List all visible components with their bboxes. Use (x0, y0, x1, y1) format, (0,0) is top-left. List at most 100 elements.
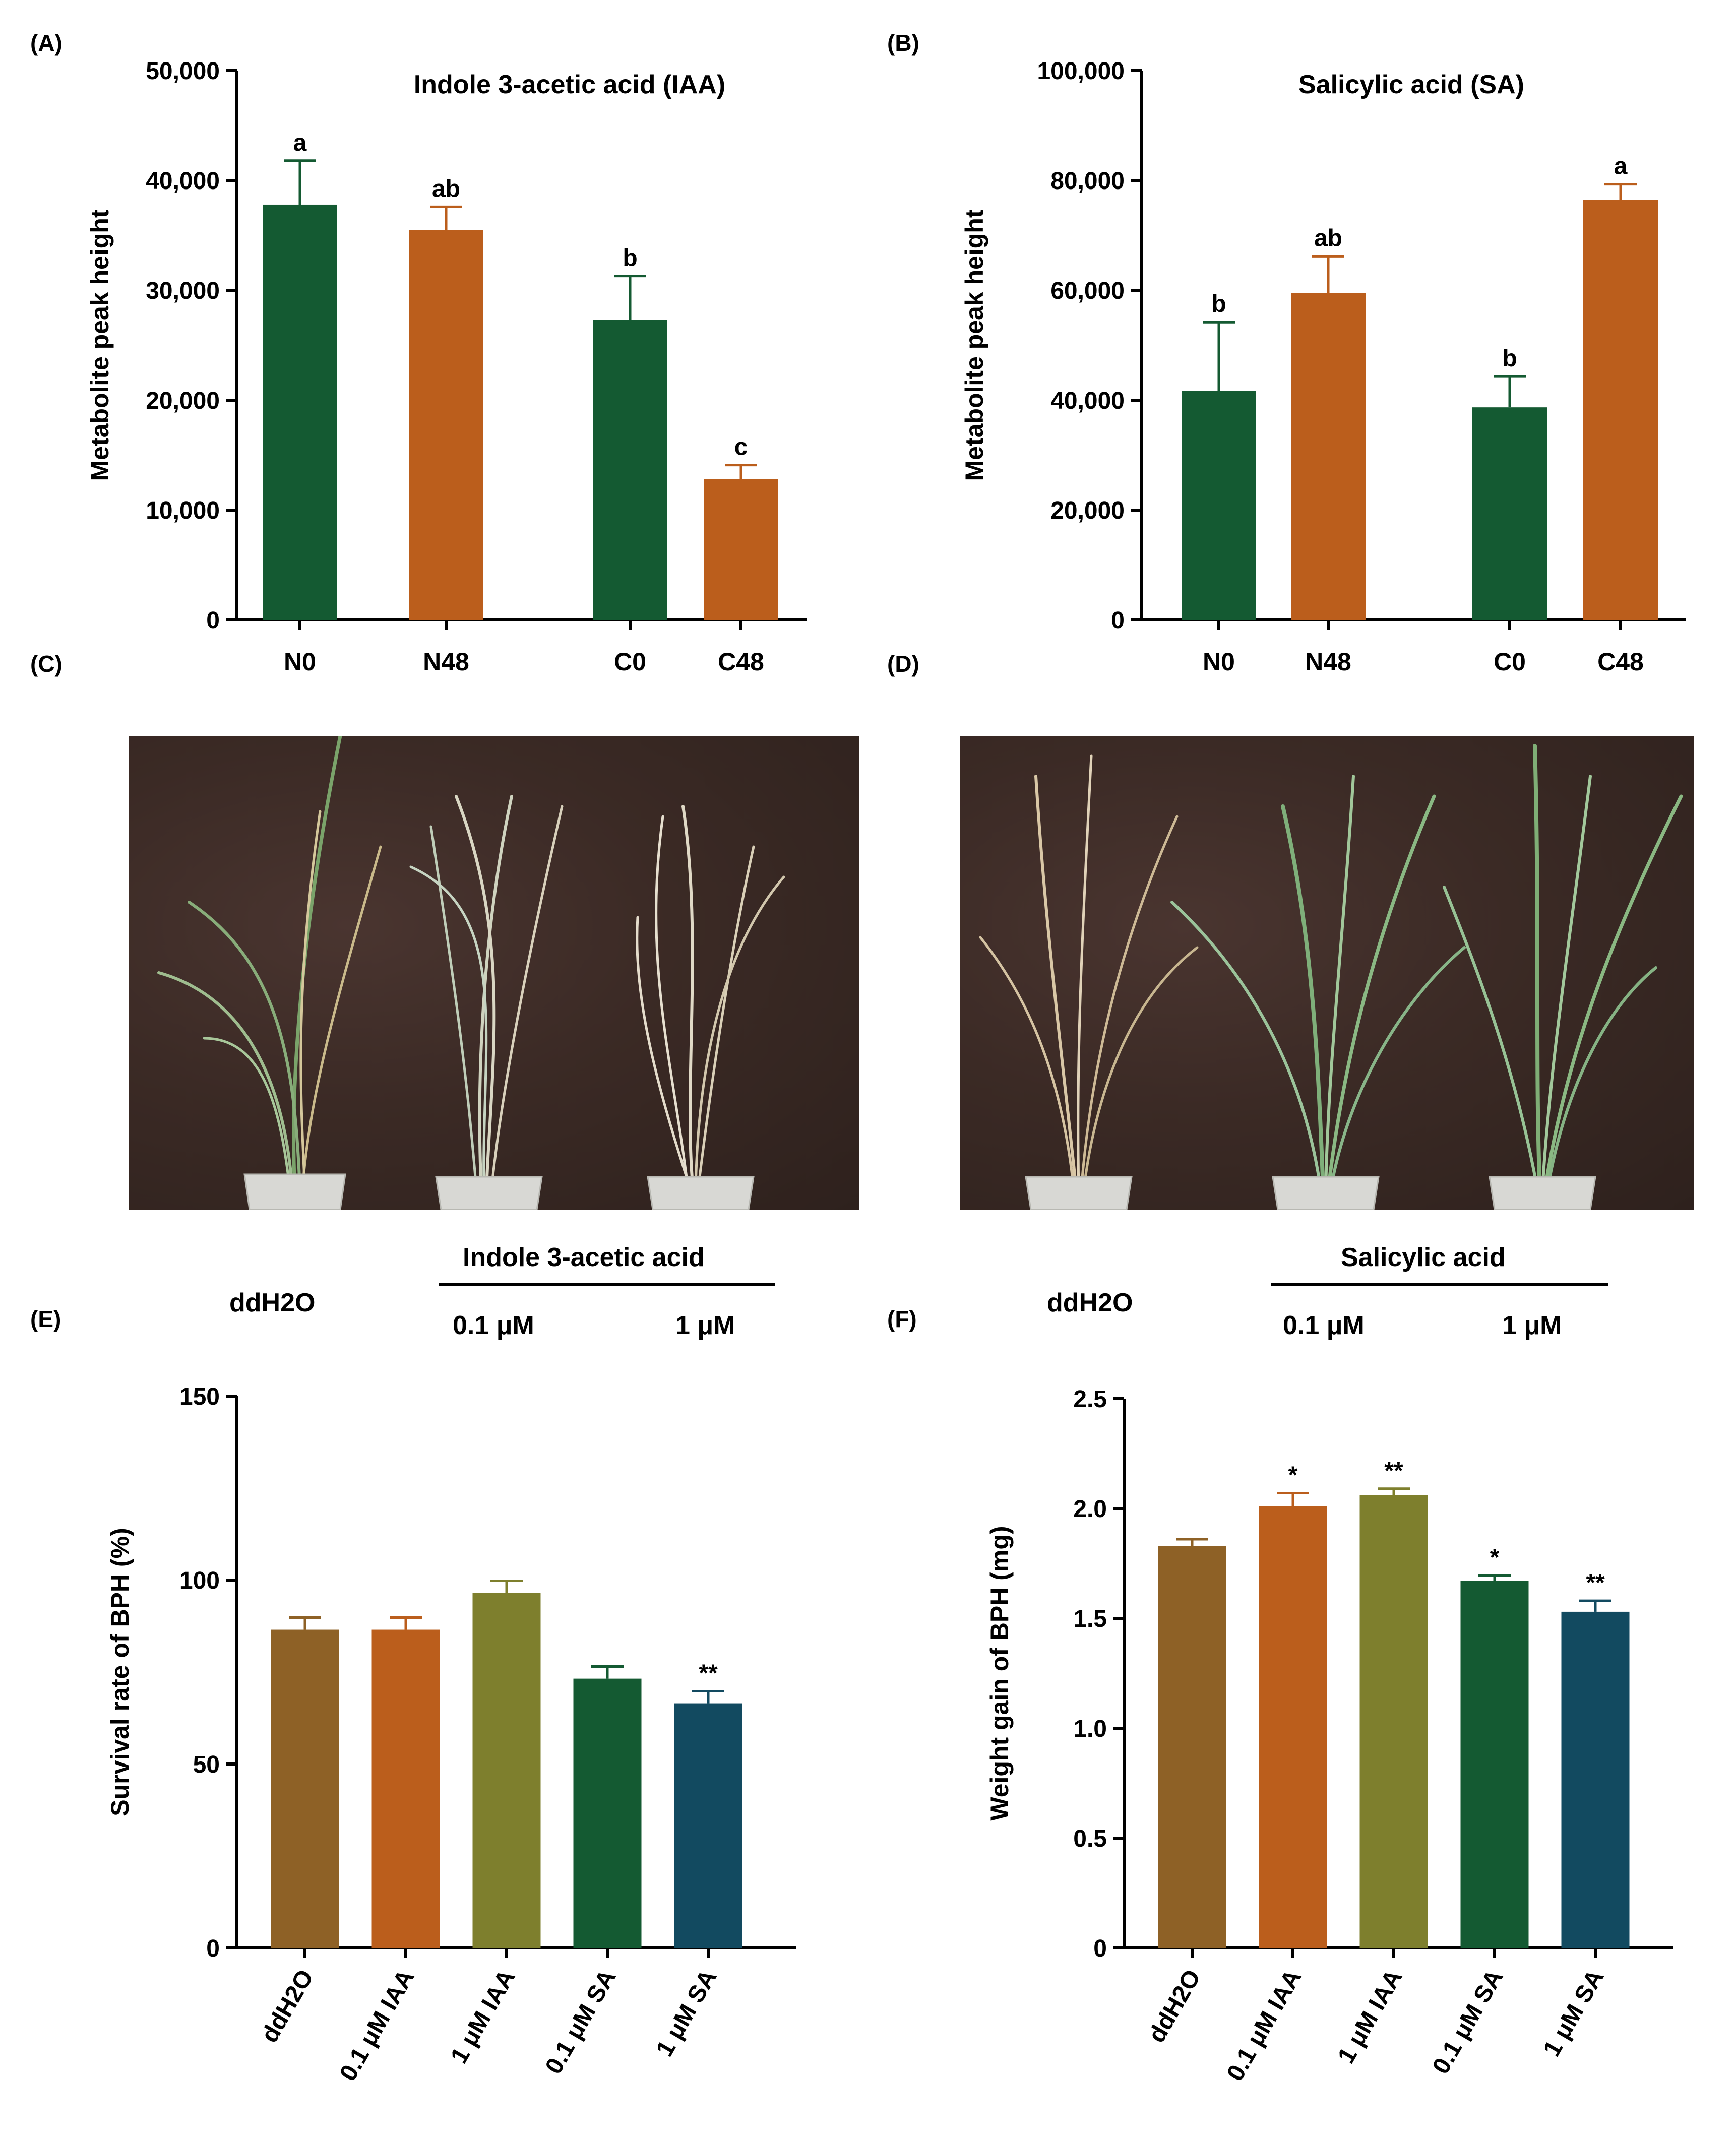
y-tick-label: 0.5 (1073, 1825, 1107, 1852)
y-tick-label: 0 (206, 607, 220, 634)
panel-label-b: (B) (887, 30, 919, 56)
bar (1158, 1546, 1226, 1948)
bar (704, 479, 778, 620)
significance-label: * (1288, 1462, 1298, 1488)
x-tick-label: 1 μM IAA (1333, 1965, 1408, 2068)
y-tick-label: 0 (206, 1935, 220, 1962)
x-tick-label: N48 (423, 648, 469, 676)
significance-label: ** (699, 1660, 718, 1686)
y-tick-label: 1.5 (1073, 1606, 1107, 1632)
bar (1561, 1611, 1630, 1948)
x-tick-label: 0.1 μM SA (540, 1965, 622, 2078)
y-tick-label: 0 (1093, 1935, 1107, 1962)
bar (1259, 1506, 1327, 1948)
y-tick-label: 20,000 (146, 388, 220, 414)
bar (593, 320, 667, 620)
significance-label: b (1211, 291, 1226, 318)
x-tick-label: C0 (1494, 648, 1526, 676)
y-tick-label: 50,000 (146, 58, 220, 85)
photo-d-treatment-label: Salicylic acid (1341, 1243, 1506, 1272)
panel-label-e: (E) (30, 1306, 61, 1332)
chart-title: Salicylic acid (SA) (1298, 70, 1524, 99)
photo-d-dose-high: 1 μM (1502, 1311, 1562, 1340)
chart-f-weight-gain: 0 0.5 1.0 1.5 2.0 2.5 Weight gain of BPH (mg) d… (985, 1386, 1673, 2086)
y-tick-label: 40,000 (146, 168, 220, 195)
significance-label: c (734, 434, 748, 461)
bar (271, 1629, 339, 1948)
bar (1182, 391, 1256, 620)
y-axis-label: Metabolite peak height (86, 209, 114, 481)
y-tick-label: 2.5 (1073, 1386, 1107, 1413)
x-tick-label: C0 (614, 648, 646, 676)
x-tick-label: C48 (1597, 648, 1644, 676)
x-tick-label: 1 μM IAA (446, 1965, 521, 2068)
significance-label: ab (1314, 225, 1342, 251)
bar (371, 1629, 440, 1948)
y-tick-label: 0 (1111, 607, 1125, 634)
bar (1472, 407, 1547, 620)
bar (263, 204, 337, 620)
photo-c-dose-low: 0.1 μM (453, 1311, 534, 1340)
bar (1359, 1495, 1428, 1948)
y-tick-label: 30,000 (146, 278, 220, 304)
significance-label: b (623, 245, 637, 272)
significance-label: b (1502, 345, 1517, 372)
y-tick-label: 1.0 (1073, 1716, 1107, 1742)
y-tick-label: 2.0 (1073, 1496, 1107, 1523)
bar (1460, 1581, 1529, 1948)
x-tick-label: 1 μM SA (651, 1965, 722, 2061)
chart-a-iaa: 0 10,000 20,000 30,000 40,000 50,000 Metabolit… (86, 58, 807, 676)
significance-label: * (1490, 1544, 1500, 1571)
y-tick-label: 100,000 (1037, 58, 1125, 85)
x-tick-label: 1 μM SA (1538, 1965, 1609, 2061)
photo-d-control-label: ddH2O (1047, 1288, 1133, 1317)
x-tick-label: ddH2O (1143, 1965, 1206, 2047)
bar (1583, 200, 1658, 620)
photo-d-treatment-rule (1271, 1283, 1608, 1286)
y-tick-label: 150 (179, 1383, 220, 1410)
chart-b-sa: 0 20,000 40,000 60,000 80,000 100,000 Metaboli… (960, 58, 1686, 676)
x-tick-label: N0 (1203, 648, 1235, 676)
chart-e-survival: 0 50 100 150 Survival rate of BPH (%) ddH2O 0.… (106, 1383, 796, 2086)
panel-label-d: (D) (887, 651, 919, 677)
y-tick-label: 20,000 (1050, 497, 1125, 524)
x-tick-label: N0 (284, 648, 316, 676)
panel-label-a: (A) (30, 30, 63, 56)
panel-label-f: (F) (887, 1306, 917, 1332)
significance-label: a (1614, 153, 1628, 180)
y-tick-label: 100 (179, 1567, 220, 1594)
significance-label: ** (1586, 1569, 1605, 1596)
panel-label-c: (C) (30, 651, 63, 677)
x-tick-label: ddH2O (256, 1965, 319, 2047)
bar (1291, 293, 1366, 620)
x-tick-label: C48 (718, 648, 764, 676)
significance-label: ** (1384, 1458, 1403, 1484)
x-tick-label: 0.1 μM SA (1428, 1965, 1509, 2078)
y-tick-label: 80,000 (1050, 168, 1125, 195)
bar (409, 230, 483, 620)
bar (472, 1593, 541, 1948)
x-tick-label: N48 (1305, 648, 1351, 676)
bar (573, 1678, 642, 1948)
photo-d-dose-low: 0.1 μM (1283, 1311, 1365, 1340)
y-axis-label: Metabolite peak height (960, 209, 988, 481)
chart-title: Indole 3-acetic acid (IAA) (414, 70, 725, 99)
photo-c-dose-high: 1 μM (675, 1311, 735, 1340)
y-tick-label: 10,000 (146, 497, 220, 524)
significance-label: ab (432, 175, 460, 202)
photo-c-control-label: ddH2O (229, 1288, 316, 1317)
photo-c-iaa-plants (129, 736, 859, 1210)
photo-c-treatment-label: Indole 3-acetic acid (463, 1243, 705, 1272)
y-axis-label: Survival rate of BPH (%) (106, 1528, 134, 1816)
significance-label: a (293, 130, 307, 156)
photo-d-sa-plants (960, 736, 1694, 1210)
x-tick-label: 0.1 μM IAA (335, 1965, 420, 2086)
x-tick-label: 0.1 μM IAA (1222, 1965, 1307, 2086)
y-tick-label: 50 (193, 1751, 220, 1778)
bar (674, 1703, 742, 1948)
photo-c-treatment-rule (439, 1283, 775, 1286)
y-axis-label: Weight gain of BPH (mg) (985, 1526, 1014, 1820)
y-tick-label: 40,000 (1050, 388, 1125, 414)
y-tick-label: 60,000 (1050, 278, 1125, 304)
